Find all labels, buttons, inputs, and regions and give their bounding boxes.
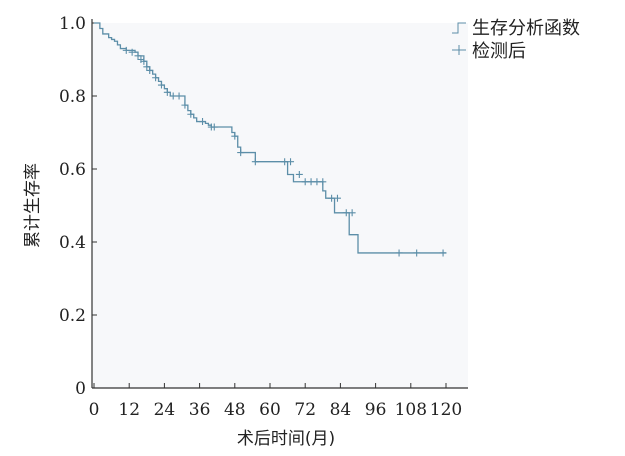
plot-background (92, 23, 468, 388)
legend-item-censored: 检测后 (452, 41, 526, 62)
censored-mark (301, 178, 309, 186)
censored-mark (395, 249, 403, 257)
legend: 生存分析函数 检测后 (452, 18, 580, 62)
legend-label-survival: 生存分析函数 (472, 18, 580, 39)
censored-mark (287, 158, 295, 166)
censored-mark (146, 66, 154, 74)
censored-mark (313, 178, 321, 186)
y-tick-label: 0.2 (59, 306, 86, 326)
censored-mark (281, 158, 289, 166)
censored-mark (187, 110, 195, 118)
survival-step-line (94, 22, 446, 254)
censored-marks (122, 46, 447, 257)
y-tick-label: 0.4 (59, 233, 86, 253)
censored-mark (128, 48, 136, 56)
censored-mark (251, 158, 259, 166)
y-tick-label: 0.6 (59, 160, 86, 180)
censored-mark (199, 118, 207, 126)
y-tick-label: 1.0 (59, 14, 86, 34)
y-axis-label: 累计生存率 (23, 163, 43, 248)
survival-curve (94, 22, 446, 254)
legend-censor-icon (452, 45, 466, 55)
censored-mark (231, 132, 239, 140)
x-tick-label: 12 (118, 400, 140, 420)
censored-mark (152, 74, 160, 82)
y-tick-label: 0 (75, 379, 86, 399)
censored-mark (169, 92, 177, 100)
legend-step-icon (452, 22, 466, 34)
censored-mark (439, 249, 447, 257)
x-axis-label: 术后时间(月) (237, 429, 335, 449)
x-tick-label: 24 (154, 400, 176, 420)
censored-mark (342, 209, 350, 217)
censored-mark (328, 194, 336, 202)
censored-mark (319, 178, 327, 186)
legend-label-censored: 检测后 (472, 41, 526, 62)
censored-mark (122, 46, 130, 54)
legend-item-survival: 生存分析函数 (452, 18, 580, 39)
x-tick-label: 48 (224, 400, 246, 420)
x-tick-label: 36 (189, 400, 211, 420)
x-tick-label: 84 (330, 400, 352, 420)
censored-mark (134, 52, 142, 60)
censored-mark (143, 63, 151, 71)
censored-mark (175, 92, 183, 100)
censored-mark (295, 170, 303, 178)
x-tick-label: 60 (259, 400, 281, 420)
censored-mark (181, 101, 189, 109)
censored-mark (413, 249, 421, 257)
censored-mark (163, 88, 171, 96)
x-tick-label: 120 (430, 400, 462, 420)
censored-mark (210, 123, 218, 131)
censored-mark (307, 178, 315, 186)
y-axis: 0 0.2 0.4 0.6 0.8 1.0 (59, 14, 97, 399)
x-tick-label: 72 (294, 400, 316, 420)
censored-mark (333, 194, 341, 202)
x-axis: 0 12 24 36 48 60 72 84 96 108 120 (89, 383, 468, 420)
censored-mark (348, 209, 356, 217)
y-tick-label: 0.8 (59, 87, 86, 107)
x-tick-label: 96 (365, 400, 387, 420)
censored-mark (157, 81, 165, 89)
censored-mark (140, 57, 148, 65)
censored-mark (237, 149, 245, 157)
x-tick-label: 108 (395, 400, 427, 420)
x-tick-label: 0 (89, 400, 100, 420)
